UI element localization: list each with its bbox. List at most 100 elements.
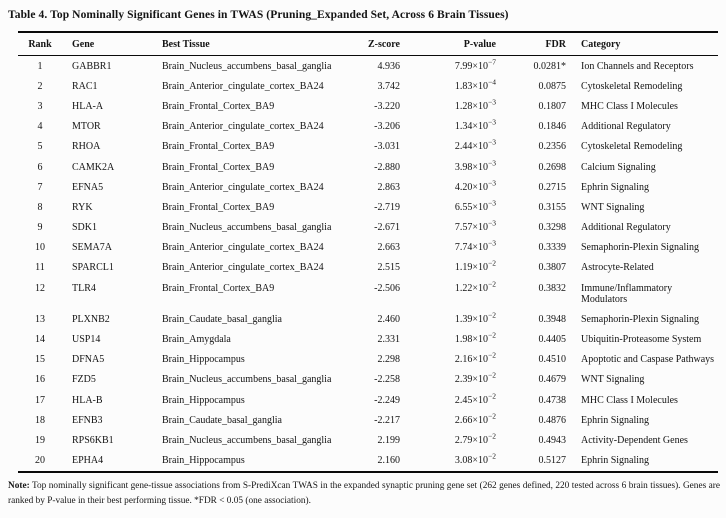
- rank-cell: 3: [37, 100, 43, 112]
- category-cell: Ephrin Signaling: [581, 414, 650, 426]
- fdr-cell: 0.1807: [538, 100, 567, 112]
- table-row: 15 DFNA5 Brain_Hippocampus 2.298 2.16×10−2 0.…: [18, 350, 718, 370]
- column-header-zscore: Z-score: [340, 32, 400, 56]
- tissue-cell: Brain_Anterior_cingulate_cortex_BA24: [162, 262, 324, 274]
- gene-cell: RYK: [72, 201, 93, 213]
- fdr-cell: 0.4876: [538, 414, 567, 426]
- pvalue-cell: 1.28×10−3: [454, 97, 496, 112]
- table-body: 1 GABBR1 Brain_Nucleus_accumbens_basal_gan…: [18, 56, 718, 472]
- fdr-cell: 0.0875: [538, 80, 567, 92]
- fdr-cell: 0.2356: [538, 141, 567, 153]
- category-cell: Ubiquitin-Proteasome System: [581, 334, 702, 346]
- pvalue-cell: 1.39×10−2: [454, 310, 496, 325]
- zscore-cell: -2.880: [374, 161, 400, 173]
- pvalue-cell: 3.98×10−3: [454, 158, 496, 173]
- pvalue-exponent: −3: [488, 97, 496, 107]
- rank-cell: 8: [37, 201, 43, 213]
- fdr-cell: 0.4679: [538, 374, 567, 386]
- gene-cell: EFNB3: [72, 414, 103, 426]
- rank-cell: 14: [35, 334, 45, 346]
- tissue-cell: Brain_Hippocampus: [162, 455, 245, 467]
- rank-cell: 16: [35, 374, 45, 386]
- pvalue-cell: 2.79×10−2: [454, 431, 496, 446]
- pvalue-cell: 2.16×10−2: [454, 350, 496, 366]
- gene-cell: EPHA4: [72, 455, 104, 467]
- fdr-cell: 0.5127: [538, 455, 567, 467]
- table-row: 5 RHOA Brain_Frontal_Cortex_BA9 -3.031 2.44×…: [18, 137, 718, 157]
- category-cell: Immune/Inflammatory Modulators: [581, 282, 673, 305]
- gene-cell: USP14: [72, 334, 101, 346]
- tissue-cell: Brain_Anterior_cingulate_cortex_BA24: [162, 181, 324, 193]
- column-header-pvalue: P-value: [400, 32, 496, 56]
- table-row: 1 GABBR1 Brain_Nucleus_accumbens_basal_gan…: [18, 56, 718, 77]
- category-cell: Semaphorin-Plexin Signaling: [581, 242, 700, 254]
- zscore-cell: 3.742: [377, 80, 401, 92]
- fdr-cell: 0.4738: [538, 394, 567, 406]
- gene-cell: SPARCL1: [72, 262, 114, 274]
- fdr-cell: 0.3832: [538, 282, 567, 294]
- fdr-cell: 0.3339: [538, 242, 567, 254]
- rank-cell: 13: [35, 313, 45, 325]
- tissue-cell: Brain_Hippocampus: [162, 394, 245, 406]
- category-cell: WNT Signaling: [581, 201, 645, 213]
- zscore-cell: 4.936: [377, 60, 401, 72]
- rank-cell: 19: [35, 434, 45, 446]
- pvalue-cell: 3.08×10−2: [454, 451, 496, 467]
- category-cell: Calcium Signaling: [581, 161, 656, 173]
- tissue-cell: Brain_Nucleus_accumbens_basal_ganglia: [162, 222, 332, 234]
- gene-cell: RHOA: [72, 141, 101, 153]
- pvalue-cell: 1.83×10−4: [454, 77, 496, 92]
- tissue-cell: Brain_Frontal_Cortex_BA9: [162, 141, 275, 153]
- column-header-category: Category: [568, 32, 718, 56]
- table-row: 3 HLA-A Brain_Frontal_Cortex_BA9 -3.220 1.28…: [18, 96, 718, 116]
- pvalue-exponent: −2: [488, 451, 496, 461]
- gene-cell: HLA-B: [72, 394, 103, 406]
- table-title: Table 4. Top Nominally Significant Genes…: [8, 9, 509, 21]
- rank-cell: 4: [37, 121, 43, 133]
- table-row: 12 TLR4 Brain_Frontal_Cortex_BA9 -2.506 1.22…: [18, 278, 718, 309]
- rank-cell: 11: [35, 262, 45, 274]
- tissue-cell: Brain_Nucleus_accumbens_basal_ganglia: [162, 434, 332, 446]
- pvalue-cell: 7.57×10−3: [454, 218, 496, 234]
- rank-cell: 6: [37, 161, 43, 173]
- category-cell: WNT Signaling: [581, 374, 645, 386]
- rank-cell: 9: [37, 222, 43, 234]
- pvalue-exponent: −2: [488, 279, 496, 289]
- fdr-cell: 0.3155: [538, 201, 567, 213]
- fdr-cell: 0.4405: [538, 334, 567, 346]
- pvalue-exponent: −2: [488, 371, 496, 381]
- gene-cell: FZD5: [72, 374, 96, 386]
- table-row: 11 SPARCL1 Brain_Anterior_cingulate_cortex…: [18, 258, 718, 278]
- note-label: Note:: [8, 480, 30, 491]
- table-row: 18 EFNB3 Brain_Caudate_basal_ganglia -2.217…: [18, 410, 718, 430]
- category-cell: Astrocyte-Related: [581, 262, 654, 274]
- gene-cell: SEMA7A: [72, 242, 113, 254]
- column-header-fdr: FDR: [496, 32, 568, 56]
- zscore-cell: 2.460: [377, 313, 401, 325]
- pvalue-cell: 2.39×10−2: [454, 371, 496, 386]
- pvalue-cell: 1.22×10−2: [454, 279, 496, 294]
- pvalue-cell: 1.19×10−2: [454, 259, 496, 274]
- category-cell: Ephrin Signaling: [581, 455, 650, 467]
- zscore-cell: -3.220: [374, 100, 400, 112]
- table-row: 10 SEMA7A Brain_Anterior_cingulate_cortex_…: [18, 238, 718, 258]
- fdr-cell: 0.4943: [538, 434, 567, 446]
- tissue-cell: Brain_Nucleus_accumbens_basal_ganglia: [162, 60, 332, 72]
- gene-cell: GABBR1: [72, 60, 112, 72]
- category-cell: Ephrin Signaling: [581, 181, 650, 193]
- tissue-cell: Brain_Frontal_Cortex_BA9: [162, 201, 275, 213]
- table-row: 4 MTOR Brain_Anterior_cingulate_cortex_BA2…: [18, 117, 718, 137]
- column-header-best-tissue: Best Tissue: [158, 32, 340, 56]
- zscore-cell: 2.331: [377, 334, 401, 346]
- pvalue-cell: 2.45×10−2: [454, 391, 496, 406]
- gene-cell: RPS6KB1: [72, 434, 114, 446]
- table-row: 20 EPHA4 Brain_Hippocampus 2.160 3.08×10−2 0.…: [18, 451, 718, 472]
- pvalue-exponent: −2: [488, 431, 496, 441]
- table-row: 7 EFNA5 Brain_Anterior_cingulate_cortex_BA…: [18, 177, 718, 197]
- category-cell: Activity-Dependent Genes: [581, 434, 688, 446]
- fdr-cell: 0.3948: [538, 313, 567, 325]
- gene-cell: SDK1: [72, 222, 98, 234]
- zscore-cell: -2.506: [374, 282, 400, 294]
- table-note: Note: Top nominally significant gene-tis…: [8, 479, 720, 509]
